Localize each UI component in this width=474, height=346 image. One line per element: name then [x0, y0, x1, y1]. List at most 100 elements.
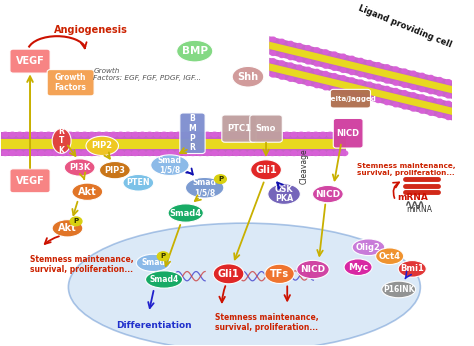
- Text: Shh: Shh: [237, 72, 258, 82]
- Text: B
M
P
R: B M P R: [189, 114, 196, 152]
- Circle shape: [262, 132, 268, 137]
- Circle shape: [312, 132, 319, 137]
- Circle shape: [291, 151, 297, 155]
- Circle shape: [305, 151, 311, 155]
- Circle shape: [270, 73, 276, 77]
- Circle shape: [455, 118, 460, 122]
- Circle shape: [367, 61, 372, 64]
- Circle shape: [375, 84, 381, 88]
- Ellipse shape: [68, 223, 420, 346]
- Circle shape: [9, 132, 16, 137]
- Circle shape: [428, 75, 434, 79]
- Text: Gli1: Gli1: [255, 165, 277, 175]
- Circle shape: [110, 132, 117, 137]
- Circle shape: [297, 58, 302, 62]
- Circle shape: [175, 132, 182, 137]
- Text: Growth
Factors: EGF, FGF, PDGF, IGF...: Growth Factors: EGF, FGF, PDGF, IGF...: [93, 67, 201, 81]
- Circle shape: [204, 151, 210, 155]
- Circle shape: [269, 151, 275, 155]
- Ellipse shape: [344, 259, 372, 275]
- FancyBboxPatch shape: [10, 49, 50, 73]
- Text: NICD: NICD: [301, 265, 326, 274]
- Circle shape: [288, 63, 293, 67]
- Circle shape: [314, 48, 319, 52]
- Circle shape: [288, 56, 293, 60]
- Circle shape: [197, 132, 203, 137]
- Circle shape: [375, 77, 381, 81]
- Circle shape: [118, 132, 124, 137]
- Ellipse shape: [151, 155, 189, 175]
- Text: Stemness maintenance,
survival, proliferation...: Stemness maintenance, survival, prolifer…: [215, 313, 319, 333]
- FancyBboxPatch shape: [180, 113, 205, 154]
- Circle shape: [305, 46, 311, 49]
- Circle shape: [297, 44, 302, 47]
- Ellipse shape: [251, 160, 282, 180]
- Polygon shape: [269, 63, 461, 117]
- Circle shape: [103, 151, 109, 155]
- Circle shape: [349, 56, 355, 60]
- Circle shape: [211, 132, 218, 137]
- Circle shape: [323, 86, 328, 90]
- Polygon shape: [269, 58, 461, 122]
- Text: VEGF: VEGF: [16, 56, 45, 66]
- Text: mRNA: mRNA: [397, 193, 428, 202]
- FancyBboxPatch shape: [0, 132, 346, 156]
- Text: P: P: [161, 253, 166, 259]
- Circle shape: [279, 75, 284, 79]
- Circle shape: [340, 69, 346, 72]
- Circle shape: [211, 151, 218, 155]
- Circle shape: [276, 132, 283, 137]
- Text: Smo: Smo: [256, 124, 276, 133]
- Ellipse shape: [382, 281, 416, 298]
- Circle shape: [428, 111, 434, 115]
- Circle shape: [455, 103, 460, 107]
- Circle shape: [53, 132, 59, 137]
- Circle shape: [419, 88, 425, 92]
- Circle shape: [60, 132, 66, 137]
- Circle shape: [384, 79, 390, 83]
- Circle shape: [305, 67, 311, 71]
- FancyBboxPatch shape: [333, 118, 363, 148]
- Circle shape: [358, 73, 364, 77]
- Circle shape: [168, 132, 174, 137]
- FancyBboxPatch shape: [10, 169, 50, 193]
- Text: NICD: NICD: [337, 129, 360, 138]
- Circle shape: [340, 54, 346, 58]
- Circle shape: [67, 151, 73, 155]
- Circle shape: [269, 132, 275, 137]
- Ellipse shape: [297, 261, 329, 279]
- Circle shape: [2, 151, 9, 155]
- Circle shape: [297, 79, 302, 83]
- Circle shape: [46, 151, 52, 155]
- Text: BMP: BMP: [182, 46, 208, 56]
- Circle shape: [384, 86, 390, 90]
- Circle shape: [182, 151, 189, 155]
- Circle shape: [340, 90, 346, 94]
- Circle shape: [402, 69, 407, 73]
- Circle shape: [70, 217, 82, 226]
- Circle shape: [327, 151, 333, 155]
- Circle shape: [349, 78, 355, 82]
- Circle shape: [393, 67, 399, 71]
- Circle shape: [428, 90, 434, 94]
- Text: Stemness maintenance,
survival, proliferation...: Stemness maintenance, survival, prolifer…: [357, 163, 456, 176]
- Circle shape: [446, 94, 451, 98]
- Ellipse shape: [52, 220, 83, 237]
- Circle shape: [233, 132, 239, 137]
- Circle shape: [74, 151, 81, 155]
- Circle shape: [402, 105, 407, 109]
- Circle shape: [279, 61, 284, 65]
- Circle shape: [283, 132, 290, 137]
- Circle shape: [146, 151, 153, 155]
- Circle shape: [132, 132, 138, 137]
- Circle shape: [314, 62, 319, 66]
- Circle shape: [219, 151, 225, 155]
- Ellipse shape: [64, 159, 95, 176]
- Text: Akt: Akt: [78, 187, 97, 197]
- Circle shape: [375, 63, 381, 67]
- Circle shape: [103, 132, 109, 137]
- Circle shape: [247, 151, 254, 155]
- Circle shape: [288, 77, 293, 81]
- Text: Gli1: Gli1: [218, 269, 239, 279]
- Circle shape: [305, 60, 311, 64]
